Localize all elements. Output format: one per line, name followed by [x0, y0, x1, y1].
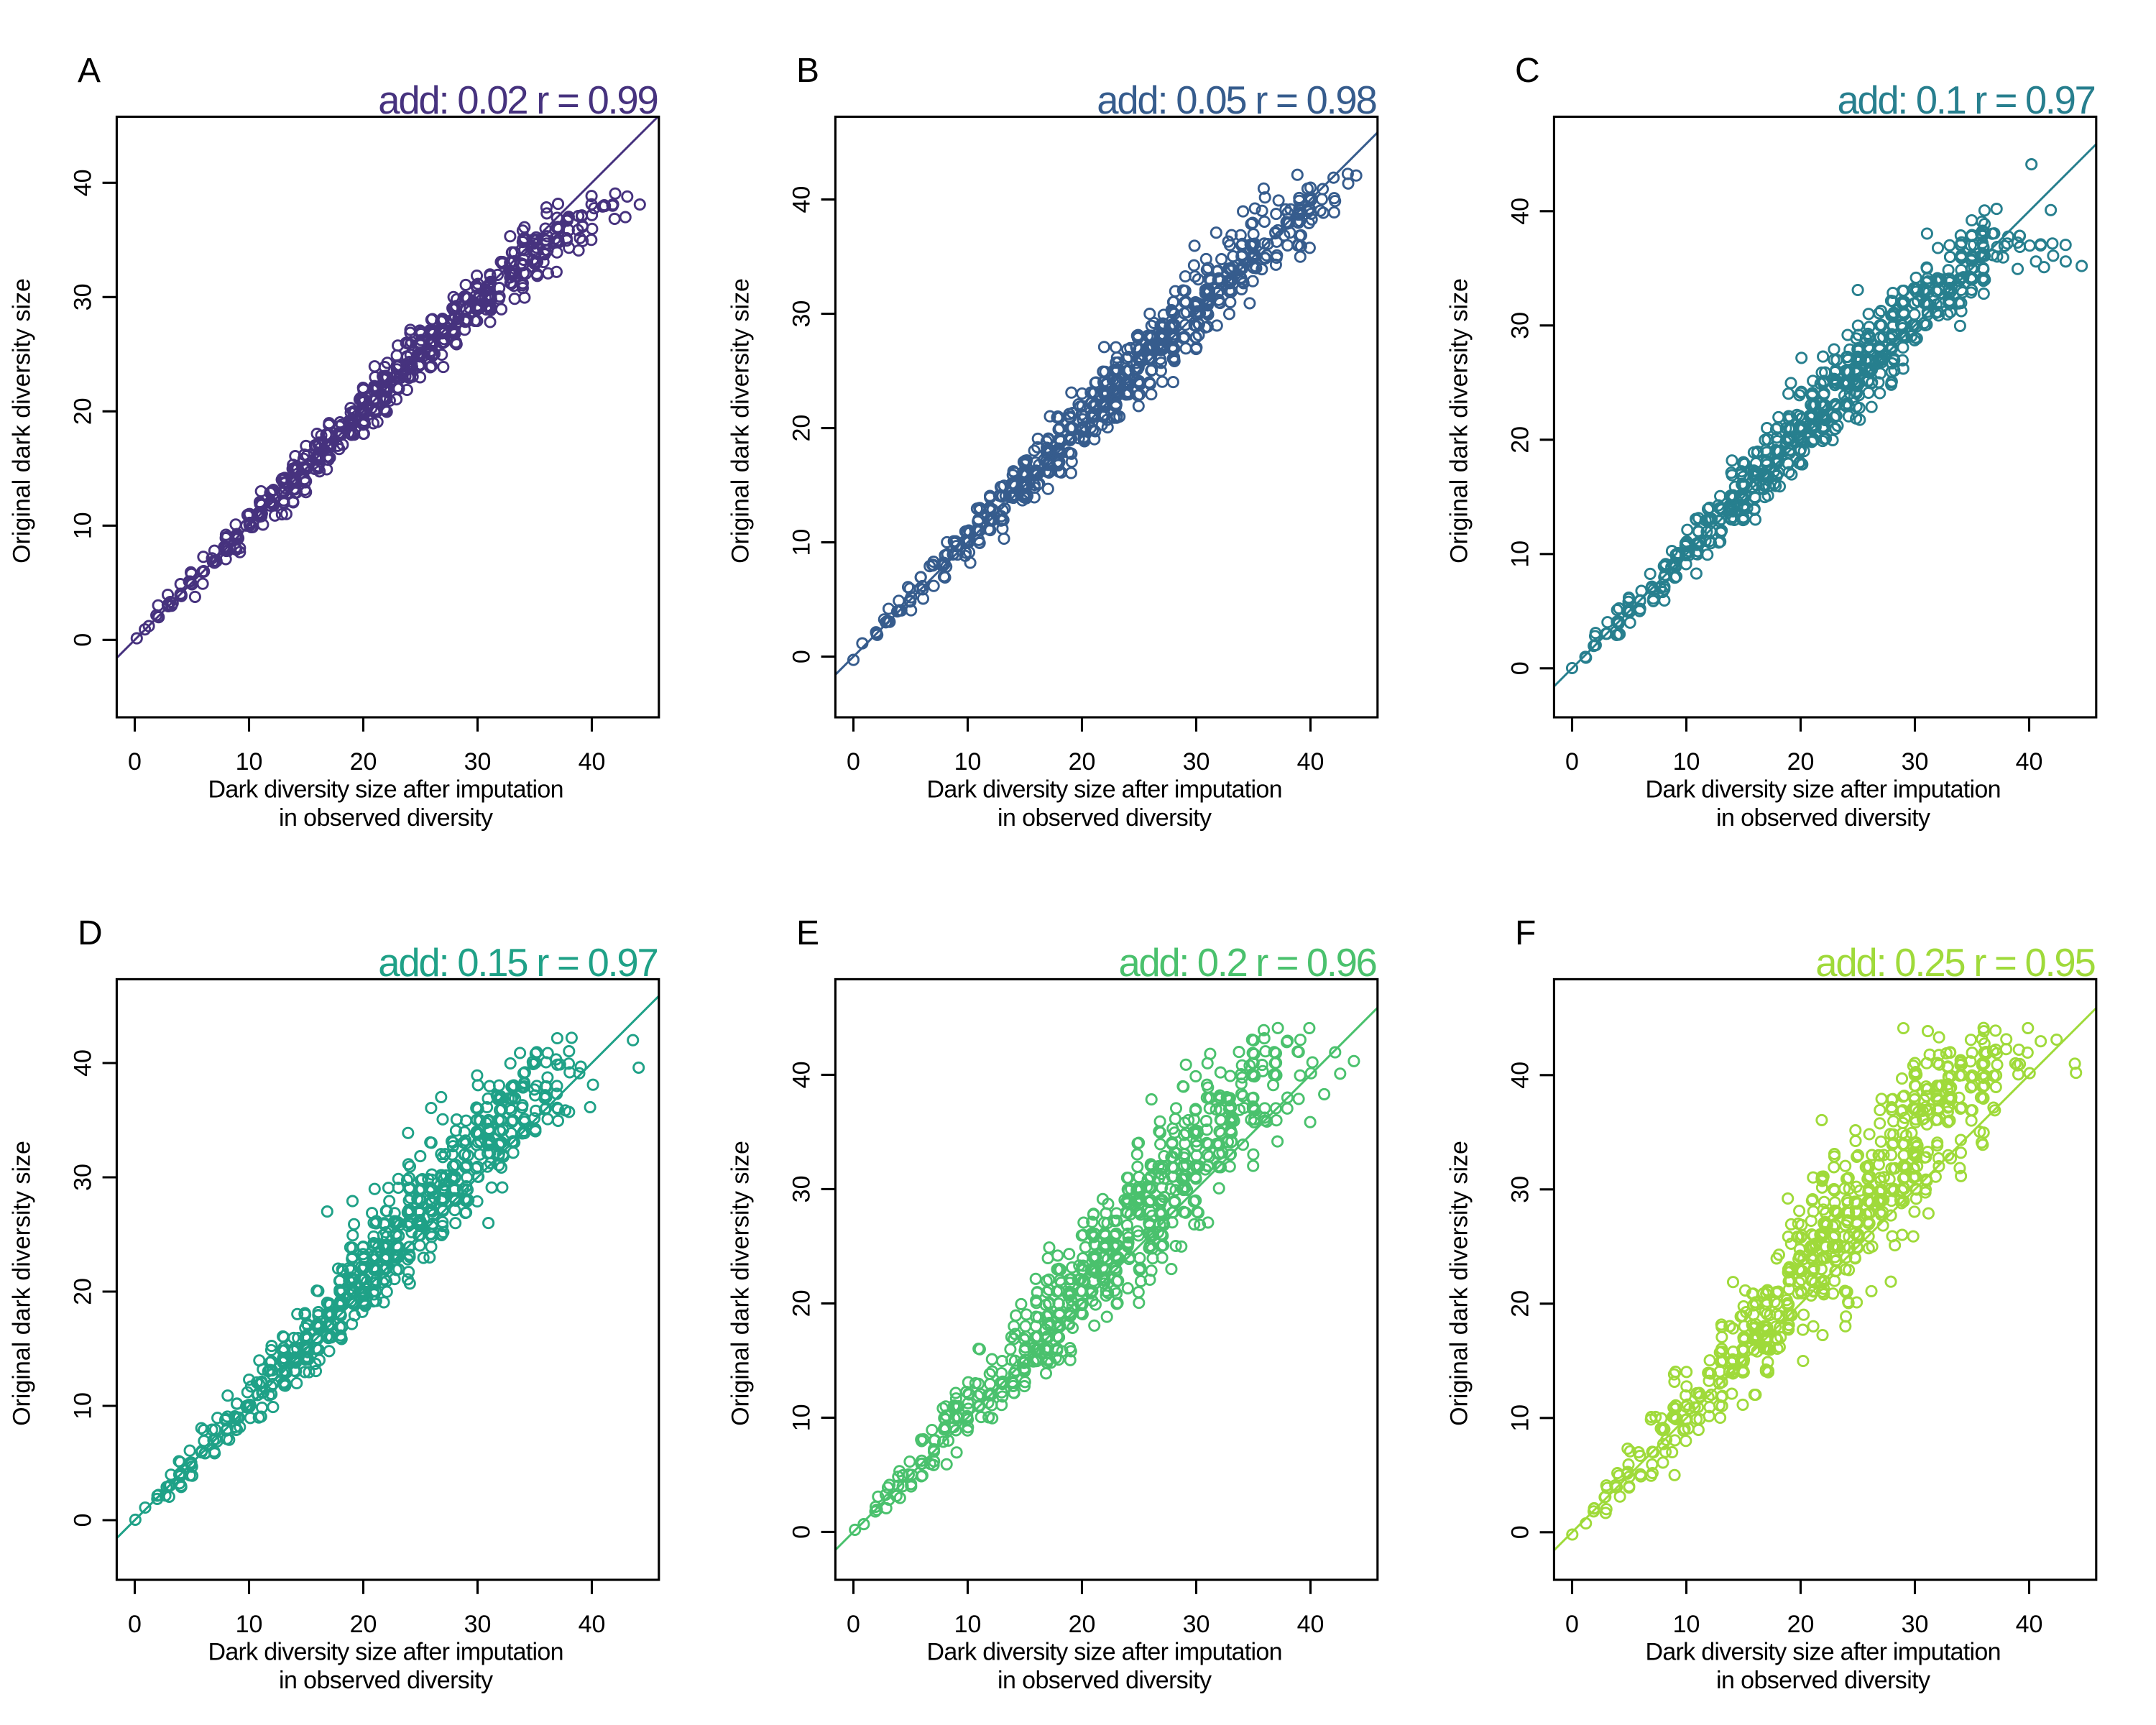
svg-text:add: 0.2 r = 0.96: add: 0.2 r = 0.96	[1119, 941, 1378, 985]
svg-text:in observed diversity: in observed diversity	[279, 804, 493, 832]
svg-text:10: 10	[1507, 540, 1534, 568]
svg-text:0: 0	[70, 1514, 97, 1527]
svg-text:20: 20	[788, 1289, 816, 1317]
svg-text:0: 0	[788, 1525, 816, 1539]
svg-text:30: 30	[70, 1164, 97, 1191]
svg-text:40: 40	[70, 1049, 97, 1077]
svg-text:add: 0.02 r = 0.99: add: 0.02 r = 0.99	[378, 78, 659, 122]
svg-text:Original dark diversity size: Original dark diversity size	[1446, 1141, 1473, 1426]
svg-text:40: 40	[1507, 198, 1534, 225]
svg-text:20: 20	[1787, 1611, 1815, 1638]
svg-text:40: 40	[1297, 1611, 1325, 1638]
svg-text:0: 0	[1507, 661, 1534, 675]
svg-text:Dark diversity size after impu: Dark diversity size after imputation	[1646, 776, 2001, 804]
svg-text:Original dark diversity size: Original dark diversity size	[727, 278, 755, 564]
svg-text:30: 30	[464, 1611, 492, 1638]
svg-text:add: 0.1 r = 0.97: add: 0.1 r = 0.97	[1838, 78, 2096, 122]
svg-text:in observed diversity: in observed diversity	[1716, 1667, 1930, 1694]
svg-text:F: F	[1515, 914, 1536, 952]
svg-text:in observed diversity: in observed diversity	[1716, 804, 1930, 832]
svg-text:30: 30	[464, 748, 492, 776]
svg-text:10: 10	[70, 512, 97, 539]
svg-text:Original dark diversity size: Original dark diversity size	[9, 1141, 36, 1426]
svg-text:40: 40	[788, 1061, 816, 1088]
svg-text:30: 30	[1183, 748, 1210, 776]
svg-text:30: 30	[70, 283, 97, 310]
svg-text:0: 0	[70, 633, 97, 647]
svg-text:add: 0.25 r = 0.95: add: 0.25 r = 0.95	[1815, 941, 2096, 985]
svg-text:B: B	[796, 52, 819, 90]
svg-text:0: 0	[128, 748, 142, 776]
svg-text:10: 10	[236, 748, 263, 776]
svg-text:Dark diversity size after impu: Dark diversity size after imputation	[208, 776, 564, 804]
svg-text:40: 40	[1507, 1062, 1534, 1089]
svg-text:20: 20	[70, 397, 97, 425]
svg-text:20: 20	[1507, 426, 1534, 454]
svg-text:in observed diversity: in observed diversity	[998, 1667, 1212, 1694]
svg-text:10: 10	[1673, 748, 1700, 776]
svg-text:0: 0	[128, 1611, 142, 1638]
svg-text:10: 10	[788, 1404, 816, 1431]
svg-text:20: 20	[788, 415, 816, 442]
svg-text:in observed diversity: in observed diversity	[279, 1667, 493, 1694]
svg-text:10: 10	[236, 1611, 263, 1638]
svg-text:20: 20	[1069, 748, 1096, 776]
svg-text:0: 0	[847, 1611, 860, 1638]
svg-text:30: 30	[1507, 1176, 1534, 1203]
svg-text:0: 0	[1507, 1525, 1534, 1539]
svg-text:30: 30	[788, 300, 816, 328]
svg-text:30: 30	[1902, 1611, 1929, 1638]
svg-text:20: 20	[350, 748, 377, 776]
svg-text:C: C	[1515, 52, 1540, 90]
svg-text:30: 30	[788, 1175, 816, 1202]
svg-text:Original dark diversity size: Original dark diversity size	[727, 1141, 755, 1426]
svg-text:30: 30	[1507, 312, 1534, 339]
svg-text:20: 20	[1069, 1611, 1096, 1638]
svg-text:0: 0	[1565, 1611, 1579, 1638]
svg-text:add: 0.15 r = 0.97: add: 0.15 r = 0.97	[378, 941, 659, 985]
svg-text:20: 20	[1507, 1290, 1534, 1317]
svg-text:in observed diversity: in observed diversity	[998, 804, 1212, 832]
svg-text:Dark diversity size after impu: Dark diversity size after imputation	[927, 776, 1283, 804]
svg-text:10: 10	[954, 1611, 982, 1638]
svg-text:40: 40	[579, 748, 606, 776]
svg-text:Original dark diversity size: Original dark diversity size	[9, 278, 36, 564]
svg-text:30: 30	[1183, 1611, 1210, 1638]
svg-text:20: 20	[70, 1278, 97, 1305]
svg-text:40: 40	[70, 169, 97, 196]
svg-text:E: E	[796, 914, 819, 952]
svg-text:10: 10	[1673, 1611, 1700, 1638]
svg-text:40: 40	[2016, 748, 2043, 776]
svg-text:Dark diversity size after impu: Dark diversity size after imputation	[208, 1639, 564, 1666]
svg-text:add: 0.05 r = 0.98: add: 0.05 r = 0.98	[1097, 78, 1378, 122]
svg-text:10: 10	[954, 748, 982, 776]
svg-text:Original dark diversity size: Original dark diversity size	[1446, 278, 1473, 564]
svg-text:0: 0	[847, 748, 860, 776]
svg-text:40: 40	[788, 186, 816, 213]
svg-text:20: 20	[1787, 748, 1815, 776]
svg-text:20: 20	[350, 1611, 377, 1638]
svg-text:D: D	[78, 914, 103, 952]
svg-text:10: 10	[1507, 1404, 1534, 1432]
svg-text:10: 10	[70, 1392, 97, 1420]
svg-text:40: 40	[579, 1611, 606, 1638]
svg-text:0: 0	[1565, 748, 1579, 776]
svg-text:A: A	[78, 52, 101, 90]
svg-text:Dark diversity size after impu: Dark diversity size after imputation	[927, 1639, 1283, 1666]
svg-text:Dark diversity size after impu: Dark diversity size after imputation	[1646, 1639, 2001, 1666]
svg-text:40: 40	[2016, 1611, 2043, 1638]
svg-text:10: 10	[788, 529, 816, 556]
svg-text:30: 30	[1902, 748, 1929, 776]
svg-text:0: 0	[788, 650, 816, 663]
svg-text:40: 40	[1297, 748, 1325, 776]
